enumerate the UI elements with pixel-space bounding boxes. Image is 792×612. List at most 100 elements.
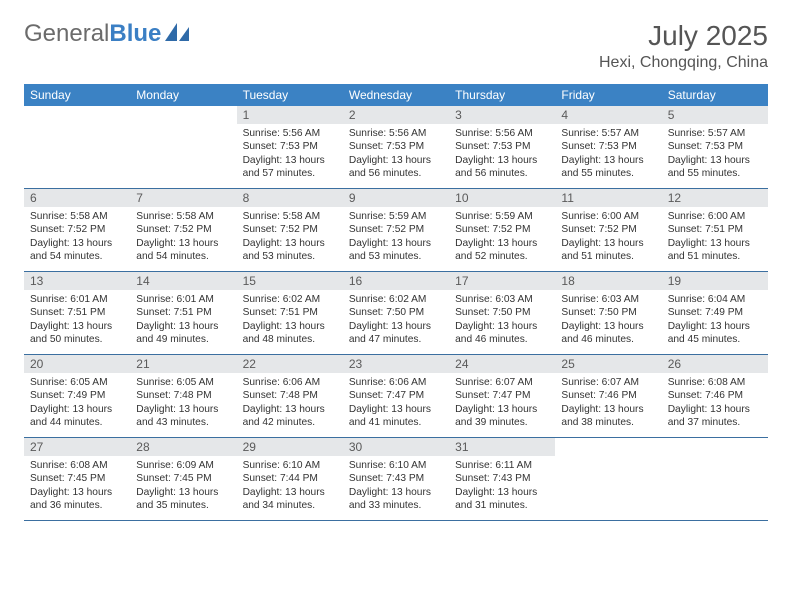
day-number: 9	[343, 189, 449, 207]
day-cell: 6Sunrise: 5:58 AMSunset: 7:52 PMDaylight…	[24, 189, 130, 271]
sunrise-text: Sunrise: 6:01 AM	[30, 293, 124, 306]
dl2-text: and 52 minutes.	[455, 250, 549, 263]
day-number: 1	[237, 106, 343, 124]
day-number: 2	[343, 106, 449, 124]
dl1-text: Daylight: 13 hours	[30, 237, 124, 250]
day-number: 11	[555, 189, 661, 207]
day-content: Sunrise: 6:05 AMSunset: 7:48 PMDaylight:…	[130, 373, 236, 433]
day-number: 19	[662, 272, 768, 290]
dl2-text: and 53 minutes.	[243, 250, 337, 263]
sunset-text: Sunset: 7:52 PM	[243, 223, 337, 236]
day-content: Sunrise: 5:59 AMSunset: 7:52 PMDaylight:…	[343, 207, 449, 267]
day-cell: 26Sunrise: 6:08 AMSunset: 7:46 PMDayligh…	[662, 355, 768, 437]
day-cell: 11Sunrise: 6:00 AMSunset: 7:52 PMDayligh…	[555, 189, 661, 271]
dl1-text: Daylight: 13 hours	[561, 154, 655, 167]
brand-part2: Blue	[109, 20, 161, 47]
dl1-text: Daylight: 13 hours	[136, 486, 230, 499]
day-cell: 2Sunrise: 5:56 AMSunset: 7:53 PMDaylight…	[343, 106, 449, 188]
dl1-text: Daylight: 13 hours	[455, 320, 549, 333]
day-content: Sunrise: 6:07 AMSunset: 7:47 PMDaylight:…	[449, 373, 555, 433]
day-header: Wednesday	[343, 84, 449, 106]
location-text: Hexi, Chongqing, China	[599, 54, 768, 72]
week-row: 20Sunrise: 6:05 AMSunset: 7:49 PMDayligh…	[24, 355, 768, 438]
day-content: Sunrise: 6:11 AMSunset: 7:43 PMDaylight:…	[449, 456, 555, 516]
dl1-text: Daylight: 13 hours	[668, 320, 762, 333]
day-cell: 24Sunrise: 6:07 AMSunset: 7:47 PMDayligh…	[449, 355, 555, 437]
empty-cell	[130, 106, 236, 188]
sunset-text: Sunset: 7:50 PM	[349, 306, 443, 319]
sunrise-text: Sunrise: 5:58 AM	[243, 210, 337, 223]
dl2-text: and 38 minutes.	[561, 416, 655, 429]
dl1-text: Daylight: 13 hours	[349, 403, 443, 416]
day-number: 17	[449, 272, 555, 290]
sunset-text: Sunset: 7:44 PM	[243, 472, 337, 485]
sunset-text: Sunset: 7:50 PM	[455, 306, 549, 319]
sunrise-text: Sunrise: 5:58 AM	[136, 210, 230, 223]
day-cell: 17Sunrise: 6:03 AMSunset: 7:50 PMDayligh…	[449, 272, 555, 354]
sunset-text: Sunset: 7:47 PM	[349, 389, 443, 402]
sunrise-text: Sunrise: 6:02 AM	[243, 293, 337, 306]
day-cell: 12Sunrise: 6:00 AMSunset: 7:51 PMDayligh…	[662, 189, 768, 271]
dl1-text: Daylight: 13 hours	[455, 486, 549, 499]
day-number: 14	[130, 272, 236, 290]
day-cell: 5Sunrise: 5:57 AMSunset: 7:53 PMDaylight…	[662, 106, 768, 188]
day-content: Sunrise: 6:10 AMSunset: 7:43 PMDaylight:…	[343, 456, 449, 516]
day-content: Sunrise: 6:04 AMSunset: 7:49 PMDaylight:…	[662, 290, 768, 350]
day-cell: 16Sunrise: 6:02 AMSunset: 7:50 PMDayligh…	[343, 272, 449, 354]
dl2-text: and 48 minutes.	[243, 333, 337, 346]
sunset-text: Sunset: 7:52 PM	[455, 223, 549, 236]
sunrise-text: Sunrise: 6:10 AM	[243, 459, 337, 472]
day-cell: 14Sunrise: 6:01 AMSunset: 7:51 PMDayligh…	[130, 272, 236, 354]
dl1-text: Daylight: 13 hours	[455, 237, 549, 250]
day-content: Sunrise: 6:00 AMSunset: 7:52 PMDaylight:…	[555, 207, 661, 267]
sunset-text: Sunset: 7:53 PM	[349, 140, 443, 153]
sunset-text: Sunset: 7:43 PM	[349, 472, 443, 485]
day-cell: 20Sunrise: 6:05 AMSunset: 7:49 PMDayligh…	[24, 355, 130, 437]
day-content: Sunrise: 6:09 AMSunset: 7:45 PMDaylight:…	[130, 456, 236, 516]
day-content: Sunrise: 6:03 AMSunset: 7:50 PMDaylight:…	[449, 290, 555, 350]
day-cell: 8Sunrise: 5:58 AMSunset: 7:52 PMDaylight…	[237, 189, 343, 271]
empty-cell	[24, 106, 130, 188]
day-number: 13	[24, 272, 130, 290]
dl1-text: Daylight: 13 hours	[30, 320, 124, 333]
sunrise-text: Sunrise: 6:02 AM	[349, 293, 443, 306]
sunrise-text: Sunrise: 6:09 AM	[136, 459, 230, 472]
sunrise-text: Sunrise: 6:08 AM	[30, 459, 124, 472]
sunset-text: Sunset: 7:53 PM	[668, 140, 762, 153]
dl2-text: and 42 minutes.	[243, 416, 337, 429]
week-row: 6Sunrise: 5:58 AMSunset: 7:52 PMDaylight…	[24, 189, 768, 272]
dl2-text: and 45 minutes.	[668, 333, 762, 346]
dl1-text: Daylight: 13 hours	[455, 154, 549, 167]
day-content: Sunrise: 6:08 AMSunset: 7:45 PMDaylight:…	[24, 456, 130, 516]
dl1-text: Daylight: 13 hours	[136, 320, 230, 333]
dl2-text: and 35 minutes.	[136, 499, 230, 512]
day-number: 21	[130, 355, 236, 373]
dl1-text: Daylight: 13 hours	[136, 403, 230, 416]
sunrise-text: Sunrise: 6:07 AM	[455, 376, 549, 389]
dl1-text: Daylight: 13 hours	[349, 486, 443, 499]
day-header-row: Sunday Monday Tuesday Wednesday Thursday…	[24, 84, 768, 106]
day-number: 22	[237, 355, 343, 373]
sunset-text: Sunset: 7:51 PM	[243, 306, 337, 319]
day-header: Tuesday	[237, 84, 343, 106]
day-cell: 28Sunrise: 6:09 AMSunset: 7:45 PMDayligh…	[130, 438, 236, 520]
day-content: Sunrise: 5:57 AMSunset: 7:53 PMDaylight:…	[555, 124, 661, 184]
brand-part1: General	[24, 20, 109, 47]
sunset-text: Sunset: 7:53 PM	[243, 140, 337, 153]
dl1-text: Daylight: 13 hours	[455, 403, 549, 416]
sunset-text: Sunset: 7:48 PM	[243, 389, 337, 402]
day-cell: 27Sunrise: 6:08 AMSunset: 7:45 PMDayligh…	[24, 438, 130, 520]
sunrise-text: Sunrise: 5:57 AM	[561, 127, 655, 140]
dl1-text: Daylight: 13 hours	[668, 154, 762, 167]
day-content: Sunrise: 6:01 AMSunset: 7:51 PMDaylight:…	[24, 290, 130, 350]
day-number: 30	[343, 438, 449, 456]
dl2-text: and 33 minutes.	[349, 499, 443, 512]
day-cell: 18Sunrise: 6:03 AMSunset: 7:50 PMDayligh…	[555, 272, 661, 354]
dl1-text: Daylight: 13 hours	[243, 486, 337, 499]
dl2-text: and 44 minutes.	[30, 416, 124, 429]
dl1-text: Daylight: 13 hours	[243, 403, 337, 416]
day-content: Sunrise: 6:01 AMSunset: 7:51 PMDaylight:…	[130, 290, 236, 350]
day-cell: 3Sunrise: 5:56 AMSunset: 7:53 PMDaylight…	[449, 106, 555, 188]
day-number: 12	[662, 189, 768, 207]
sunrise-text: Sunrise: 5:56 AM	[243, 127, 337, 140]
